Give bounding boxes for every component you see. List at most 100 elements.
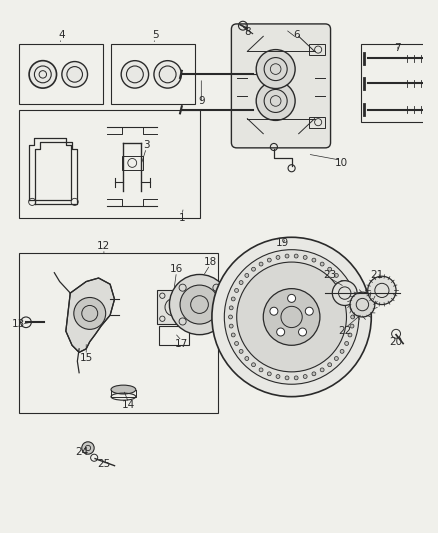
Circle shape: [320, 368, 324, 372]
Text: 12: 12: [97, 241, 110, 251]
FancyBboxPatch shape: [231, 24, 331, 148]
Circle shape: [237, 262, 346, 372]
Circle shape: [320, 262, 324, 266]
Circle shape: [294, 254, 298, 258]
Circle shape: [229, 315, 233, 319]
Circle shape: [294, 376, 298, 380]
Circle shape: [328, 267, 332, 271]
Bar: [360, 44, 431, 122]
Circle shape: [29, 61, 57, 88]
Text: 16: 16: [170, 264, 183, 274]
Circle shape: [245, 273, 249, 277]
Circle shape: [229, 324, 233, 328]
Text: 6: 6: [293, 30, 300, 41]
Circle shape: [82, 442, 94, 454]
Circle shape: [251, 363, 255, 367]
Circle shape: [154, 61, 181, 88]
Circle shape: [170, 274, 230, 335]
Polygon shape: [66, 278, 114, 352]
Bar: [309, 117, 325, 127]
Circle shape: [251, 267, 255, 271]
Circle shape: [312, 372, 316, 376]
Text: 13: 13: [12, 319, 25, 329]
Text: 15: 15: [80, 353, 93, 362]
Circle shape: [350, 292, 375, 317]
Circle shape: [270, 307, 278, 315]
Bar: [19, 44, 103, 104]
Circle shape: [348, 297, 352, 301]
Circle shape: [239, 350, 243, 353]
Circle shape: [340, 350, 344, 353]
Circle shape: [259, 368, 263, 372]
Circle shape: [285, 254, 289, 258]
Text: 25: 25: [97, 459, 110, 469]
Text: 3: 3: [143, 140, 150, 150]
Circle shape: [332, 281, 357, 305]
Circle shape: [235, 288, 239, 293]
Bar: [111, 44, 195, 104]
Circle shape: [285, 376, 289, 380]
Circle shape: [259, 262, 263, 266]
Text: 20: 20: [389, 337, 403, 347]
Circle shape: [267, 372, 271, 376]
Ellipse shape: [111, 385, 136, 394]
Circle shape: [212, 237, 371, 397]
Circle shape: [351, 315, 355, 319]
Text: 19: 19: [276, 238, 290, 248]
Circle shape: [267, 258, 271, 262]
Circle shape: [340, 280, 344, 285]
Circle shape: [348, 333, 352, 337]
Circle shape: [350, 324, 354, 328]
Bar: [309, 44, 325, 55]
Bar: [157, 290, 191, 324]
Circle shape: [224, 249, 359, 384]
Bar: [122, 156, 143, 170]
Text: 17: 17: [175, 338, 188, 349]
Circle shape: [62, 61, 88, 87]
Bar: [19, 110, 201, 218]
Circle shape: [256, 82, 295, 120]
Circle shape: [345, 288, 349, 293]
Circle shape: [335, 357, 338, 360]
Circle shape: [276, 375, 280, 378]
Text: 8: 8: [244, 27, 251, 37]
Circle shape: [328, 363, 332, 367]
Text: 23: 23: [323, 270, 336, 280]
Circle shape: [229, 306, 233, 310]
Text: 5: 5: [152, 30, 159, 41]
Circle shape: [231, 297, 235, 301]
Circle shape: [312, 258, 316, 262]
Text: 14: 14: [122, 400, 135, 410]
Circle shape: [288, 294, 296, 302]
Bar: [19, 253, 218, 413]
Circle shape: [231, 333, 235, 337]
Circle shape: [245, 357, 249, 360]
Text: 18: 18: [204, 257, 217, 267]
Circle shape: [303, 255, 307, 260]
Circle shape: [276, 255, 280, 260]
Circle shape: [303, 375, 307, 378]
Text: 7: 7: [395, 43, 401, 53]
Circle shape: [121, 61, 148, 88]
Text: 22: 22: [338, 326, 351, 336]
Circle shape: [350, 306, 354, 310]
Text: 9: 9: [198, 96, 205, 106]
Circle shape: [180, 285, 219, 324]
Circle shape: [74, 297, 106, 329]
Text: 24: 24: [75, 447, 88, 457]
Bar: [159, 326, 189, 345]
Circle shape: [277, 328, 285, 336]
Circle shape: [256, 50, 295, 88]
Circle shape: [305, 307, 313, 315]
Circle shape: [239, 280, 243, 285]
Text: 21: 21: [370, 270, 383, 280]
Circle shape: [235, 342, 239, 345]
Text: 10: 10: [335, 158, 348, 168]
Circle shape: [345, 342, 349, 345]
Circle shape: [263, 289, 320, 345]
Circle shape: [368, 276, 396, 304]
Circle shape: [335, 273, 338, 277]
Circle shape: [299, 328, 307, 336]
Text: 4: 4: [58, 30, 65, 41]
Text: 1: 1: [179, 213, 185, 223]
